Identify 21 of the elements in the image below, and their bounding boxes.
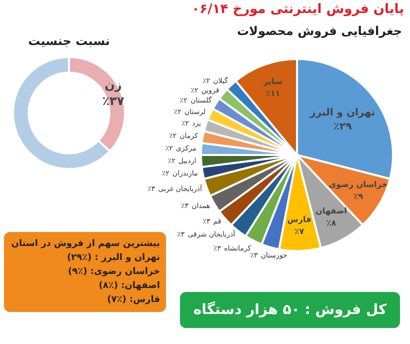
data-label: ٪۳۷: [102, 94, 125, 108]
chart-title: جغرافیایی فروش محصولات: [236, 24, 403, 38]
slice-label: فارس: [287, 215, 312, 224]
data-label: ٪۱۱: [266, 89, 280, 98]
text: اصفهان: (٪۸): [98, 280, 160, 293]
slice-label: سایر: [262, 77, 282, 86]
slice-label: اصفهان: [316, 206, 348, 216]
slice-label: زن: [104, 78, 122, 92]
text: فارس: (٪۷): [106, 294, 160, 307]
data-label: ٪۸: [326, 218, 336, 228]
slice-label: خراسان رضوی: [328, 180, 388, 190]
chart-title: نسبت جنسیت: [27, 34, 111, 48]
slice-label: تهران و البرز: [309, 107, 376, 118]
data-label: ٪۷: [294, 227, 304, 236]
text: بیشترین سهم از فروش در استان: [10, 238, 160, 251]
data-label: ٪۹: [353, 192, 364, 202]
text: کل فروش : ۵۰ هزار دستگاه: [180, 292, 400, 328]
data-label: ٪۲۹: [333, 121, 352, 132]
text: تهران و البرز : (٪۲۹): [66, 252, 160, 265]
text: پایان فروش اینترنتی مورخ ۰۶/۱۴: [190, 2, 404, 17]
text: خراسان رضوی: (٪۹): [67, 266, 160, 279]
